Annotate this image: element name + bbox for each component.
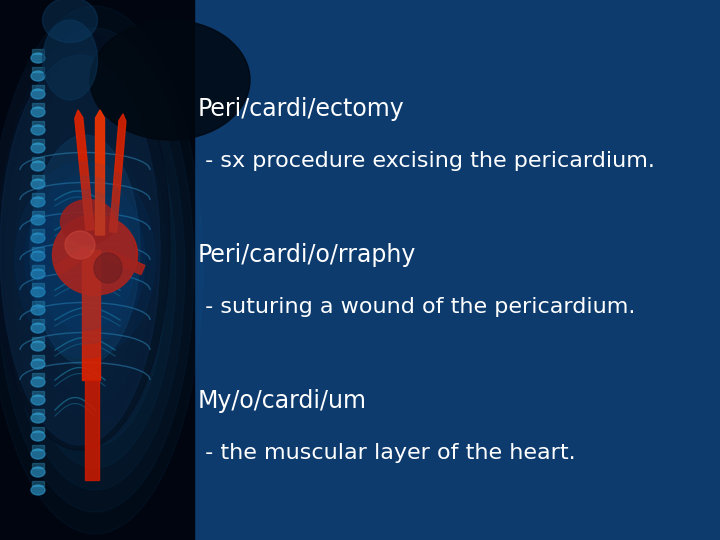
Ellipse shape [0, 6, 203, 534]
Ellipse shape [35, 190, 135, 330]
Bar [32, 319, 44, 324]
Bar [32, 229, 44, 234]
Ellipse shape [31, 251, 45, 261]
Bar [32, 283, 44, 288]
Text: - suturing a wound of the pericardium.: - suturing a wound of the pericardium. [198, 297, 635, 317]
Bar [32, 301, 44, 306]
Ellipse shape [31, 377, 45, 387]
Bar [32, 481, 44, 486]
Ellipse shape [77, 226, 113, 314]
FancyArrow shape [96, 110, 104, 235]
Bar [32, 337, 44, 342]
Ellipse shape [31, 215, 45, 225]
Ellipse shape [31, 413, 45, 423]
Bar [82, 250, 100, 380]
Bar [0, 0, 194, 540]
Ellipse shape [0, 30, 170, 450]
Ellipse shape [59, 182, 131, 358]
Text: My/o/cardi/um: My/o/cardi/um [198, 389, 367, 413]
Ellipse shape [42, 20, 97, 100]
Ellipse shape [31, 89, 45, 99]
Ellipse shape [86, 248, 104, 292]
Bar [32, 247, 44, 252]
Ellipse shape [50, 160, 140, 380]
FancyArrow shape [55, 246, 91, 274]
Ellipse shape [31, 53, 45, 63]
Bar [32, 139, 44, 144]
Ellipse shape [5, 50, 185, 490]
Ellipse shape [90, 20, 250, 140]
Ellipse shape [32, 116, 158, 424]
Ellipse shape [60, 199, 115, 245]
Ellipse shape [31, 143, 45, 153]
Ellipse shape [0, 28, 194, 512]
Text: Peri/cardi/ectomy: Peri/cardi/ectomy [198, 97, 405, 121]
Bar [32, 427, 44, 432]
Ellipse shape [23, 94, 167, 446]
Ellipse shape [31, 431, 45, 441]
Ellipse shape [68, 204, 122, 336]
Bar [32, 355, 44, 360]
Bar [32, 409, 44, 414]
Ellipse shape [31, 287, 45, 297]
Text: - sx procedure excising the pericardium.: - sx procedure excising the pericardium. [198, 151, 655, 171]
Text: Peri/cardi/o/rraphy: Peri/cardi/o/rraphy [198, 243, 416, 267]
Ellipse shape [31, 359, 45, 369]
Bar [32, 103, 44, 108]
Ellipse shape [31, 485, 45, 495]
Ellipse shape [31, 125, 45, 135]
Bar [32, 211, 44, 216]
Ellipse shape [31, 179, 45, 189]
FancyArrow shape [75, 110, 94, 231]
Bar [32, 49, 44, 54]
Ellipse shape [31, 161, 45, 171]
Ellipse shape [31, 305, 45, 315]
Bar [32, 265, 44, 270]
Text: - the muscular layer of the heart.: - the muscular layer of the heart. [198, 443, 575, 463]
Ellipse shape [94, 253, 122, 283]
Ellipse shape [53, 215, 138, 295]
Bar [32, 373, 44, 378]
Ellipse shape [31, 323, 45, 333]
Ellipse shape [31, 467, 45, 477]
Bar [32, 391, 44, 396]
FancyArrow shape [109, 114, 126, 232]
Ellipse shape [31, 233, 45, 243]
Bar [32, 193, 44, 198]
Ellipse shape [65, 231, 95, 259]
Bar [32, 445, 44, 450]
Bar [85, 380, 99, 480]
Ellipse shape [31, 197, 45, 207]
Bar [32, 121, 44, 126]
Ellipse shape [30, 135, 140, 365]
Ellipse shape [31, 341, 45, 351]
Ellipse shape [31, 395, 45, 405]
Ellipse shape [14, 72, 176, 468]
Ellipse shape [41, 138, 149, 402]
Ellipse shape [42, 0, 97, 43]
Ellipse shape [31, 449, 45, 459]
Bar [32, 67, 44, 72]
Ellipse shape [0, 55, 160, 445]
Bar [32, 157, 44, 162]
Ellipse shape [15, 162, 155, 358]
Bar [32, 463, 44, 468]
Ellipse shape [31, 107, 45, 117]
Bar [32, 85, 44, 90]
FancyArrow shape [106, 251, 145, 275]
Ellipse shape [31, 71, 45, 81]
Ellipse shape [25, 176, 145, 344]
Bar [32, 175, 44, 180]
Ellipse shape [31, 269, 45, 279]
